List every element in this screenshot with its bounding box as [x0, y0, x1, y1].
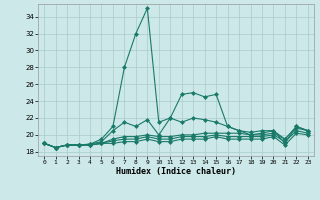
X-axis label: Humidex (Indice chaleur): Humidex (Indice chaleur): [116, 167, 236, 176]
